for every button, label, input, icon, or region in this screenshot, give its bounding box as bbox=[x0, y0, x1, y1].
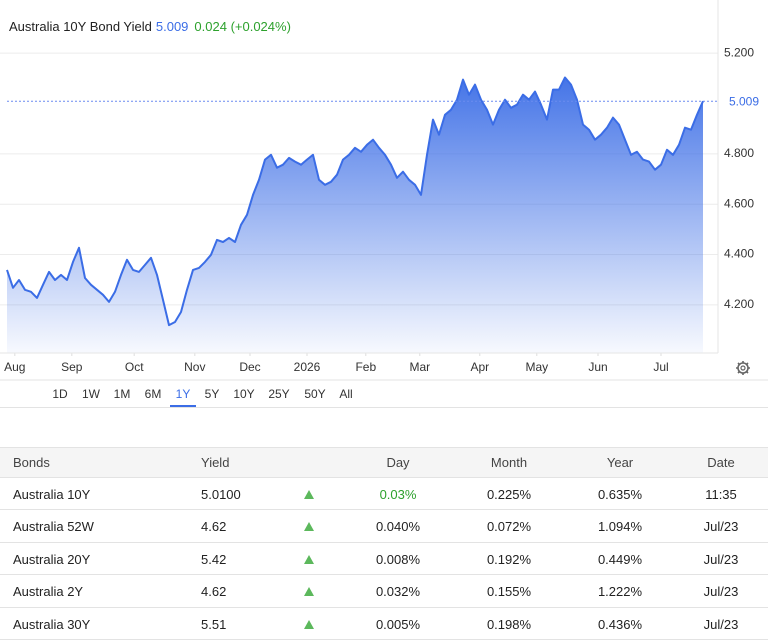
change: 0.024 (+0.024%) bbox=[194, 19, 290, 34]
table-row[interactable]: Australia 52W 4.62 0.040% 0.072% 1.094% Jul/2… bbox=[0, 510, 768, 543]
table-cell: 11:35 bbox=[705, 487, 737, 502]
table-cell: Australia 2Y bbox=[13, 584, 84, 600]
table-cell: 0.008% bbox=[375, 551, 421, 567]
table-cell: Jul/23 bbox=[703, 519, 739, 535]
table-cell: 0.155% bbox=[486, 584, 532, 600]
x-tick-label: Apr bbox=[470, 360, 489, 374]
area bbox=[7, 77, 703, 353]
table-cell: 0.005% bbox=[375, 616, 421, 632]
table-cell: Australia 10Y bbox=[13, 487, 91, 502]
up-arrow bbox=[304, 490, 314, 499]
table-row[interactable]: Australia 20Y 5.42 0.008% 0.192% 0.449% Jul/2… bbox=[0, 543, 768, 576]
up-arrow bbox=[304, 554, 314, 564]
table-cell: 5.0100 bbox=[201, 487, 241, 502]
table-cell: Jul/23 bbox=[703, 584, 739, 600]
range-button[interactable]: All bbox=[339, 387, 352, 401]
chart: Australia 10Y Bond Yield 5.009 0.024 (+0.0… bbox=[0, 0, 768, 408]
range-button[interactable]: 6M bbox=[145, 387, 162, 401]
y-tick-label: 4.400 bbox=[724, 247, 754, 261]
x-tick-label: Jun bbox=[588, 360, 607, 374]
x-tick-label: May bbox=[525, 360, 548, 374]
range-button[interactable]: 1Y bbox=[176, 387, 191, 401]
y-tick-label: 4.800 bbox=[724, 146, 754, 160]
table-header: Bonds Yield Day Month Year Date bbox=[0, 447, 768, 478]
table-cell: 5.42 bbox=[201, 551, 227, 567]
x-tick-label: Oct bbox=[125, 360, 144, 374]
table-cell: 1.222% bbox=[597, 584, 643, 600]
range-button[interactable]: 25Y bbox=[268, 387, 289, 401]
x-tick-label: Sep bbox=[61, 360, 83, 374]
table-row[interactable]: Australia 2Y 4.62 0.032% 0.155% 1.222% Jul/23 bbox=[0, 575, 768, 608]
bonds-table: Bonds Yield Day Month Year Date Australia 10Y 5… bbox=[0, 447, 768, 640]
range-button[interactable]: 10Y bbox=[233, 387, 254, 401]
range-button[interactable]: 5Y bbox=[205, 387, 220, 401]
price-tag: 5.009 bbox=[729, 94, 759, 108]
table-cell: 0.198% bbox=[486, 616, 532, 632]
table-cell: 5.51 bbox=[201, 616, 227, 632]
table-cell: 0.225% bbox=[486, 487, 532, 502]
range-button[interactable]: 1D bbox=[52, 387, 68, 401]
table-cell: Jul/23 bbox=[703, 616, 739, 632]
table-cell: 0.03% bbox=[379, 487, 417, 502]
price: 5.009 bbox=[156, 19, 189, 34]
table-cell: 0.040% bbox=[375, 519, 421, 535]
table-cell: 0.192% bbox=[486, 551, 532, 567]
table-cell: Jul/23 bbox=[703, 551, 739, 567]
table-cell: Australia 30Y bbox=[13, 616, 91, 632]
table-cell: 0.635% bbox=[597, 487, 643, 502]
title: Australia 10Y Bond Yield bbox=[9, 19, 152, 34]
chart-title: Australia 10Y Bond Yield 5.009 0.024 (+0.0… bbox=[9, 19, 291, 34]
up-arrow bbox=[304, 619, 314, 629]
header-cell: Month bbox=[490, 455, 528, 470]
x-tick-label: Nov bbox=[184, 360, 205, 374]
up-arrow bbox=[304, 587, 314, 597]
x-tick-label: Jul bbox=[653, 360, 668, 374]
table-cell: Australia 20Y bbox=[13, 551, 91, 567]
table-cell: 0.072% bbox=[486, 519, 532, 535]
header-cell: Date bbox=[707, 455, 735, 470]
y-tick-label: 4.200 bbox=[724, 297, 754, 311]
x-tick-label: Aug bbox=[4, 360, 25, 374]
x-tick-label: 2026 bbox=[294, 360, 321, 374]
table-cell: 0.032% bbox=[375, 584, 421, 600]
up-arrow bbox=[304, 522, 314, 532]
y-tick-label: 4.600 bbox=[724, 196, 754, 210]
settings-icon[interactable] bbox=[736, 361, 750, 375]
table-cell: Australia 52W bbox=[13, 519, 94, 535]
table-cell: 0.436% bbox=[597, 616, 643, 632]
x-tick-label: Mar bbox=[409, 360, 430, 374]
table-row[interactable]: Australia 30Y 5.51 0.005% 0.198% 0.436% Jul/2… bbox=[0, 608, 768, 640]
x-tick-label: Dec bbox=[239, 360, 260, 374]
range-button[interactable]: 1W bbox=[82, 387, 101, 401]
header-cell: Yield bbox=[201, 455, 230, 470]
line bbox=[6, 76, 704, 327]
header-cell: Year bbox=[606, 455, 634, 470]
header-cell: Bonds bbox=[13, 455, 50, 470]
header-cell: Day bbox=[386, 455, 410, 470]
table-cell: 4.62 bbox=[201, 584, 227, 600]
y-tick-label: 5.200 bbox=[724, 45, 754, 59]
range-button[interactable]: 1M bbox=[114, 387, 131, 401]
table-cell: 1.094% bbox=[597, 519, 643, 535]
table-cell: 4.62 bbox=[201, 519, 227, 535]
x-tick-label: Feb bbox=[355, 360, 376, 374]
table-row[interactable]: Australia 10Y 5.0100 0.03% 0.225% 0.635% 11:3… bbox=[0, 478, 768, 511]
range-button[interactable]: 50Y bbox=[304, 387, 325, 401]
table-cell: 0.449% bbox=[597, 551, 643, 567]
